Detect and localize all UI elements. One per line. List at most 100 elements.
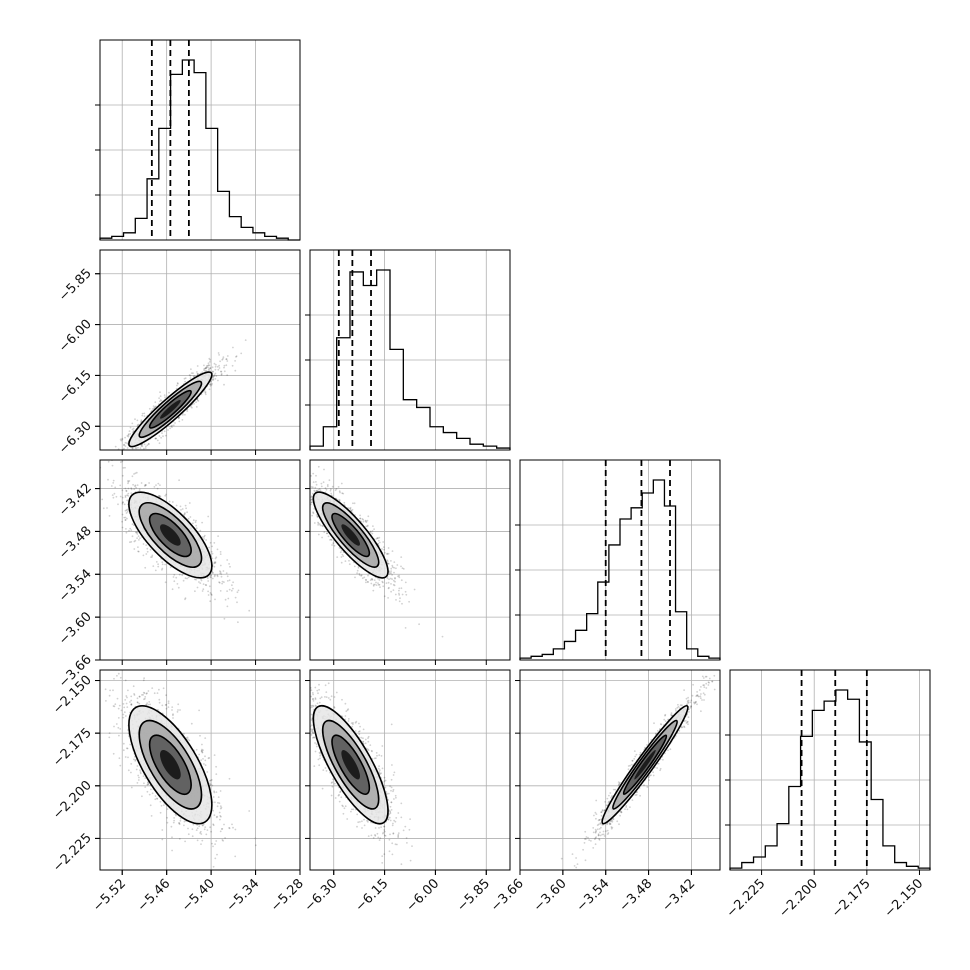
scatter-point (177, 586, 180, 589)
scatter-point (184, 504, 187, 507)
scatter-point (226, 355, 229, 357)
scatter-point (142, 691, 145, 694)
scatter-point (378, 536, 381, 539)
scatter-point (210, 576, 212, 579)
scatter-point (151, 792, 154, 795)
scatter-point (313, 508, 316, 510)
scatter-point (310, 495, 313, 498)
scatter-point (86, 469, 88, 471)
scatter-point (117, 707, 120, 710)
scatter-point (215, 363, 217, 366)
scatter-point (221, 580, 224, 583)
scatter-point (303, 473, 305, 475)
scatter-point (130, 763, 133, 765)
scatter-point (123, 503, 126, 506)
scatter-point (218, 354, 221, 356)
scatter-point (133, 473, 135, 475)
scatter-point (377, 583, 380, 586)
scatter-point (125, 490, 128, 493)
scatter-point (133, 548, 136, 550)
scatter-point (224, 598, 227, 601)
scatter-point (148, 793, 151, 796)
scatter-point (143, 412, 146, 415)
scatter-point (173, 580, 176, 583)
scatter-point (135, 447, 138, 450)
scatter-point (208, 357, 211, 360)
scatter-point (119, 495, 122, 498)
scatter-point (141, 445, 144, 447)
scatter-point (131, 535, 134, 538)
scatter-point (310, 486, 313, 488)
scatter-point (371, 530, 374, 532)
scatter-point (382, 581, 384, 584)
scatter-point (117, 717, 120, 719)
scatter-point (152, 565, 155, 567)
scatter-point (387, 562, 390, 565)
scatter-point (151, 554, 154, 557)
scatter-point (398, 600, 401, 603)
scatter-point (395, 567, 397, 570)
scatter-point (337, 486, 340, 488)
scatter-point (193, 375, 196, 378)
scatter-point (219, 564, 222, 567)
scatter-point (203, 535, 206, 538)
scatter-point (183, 377, 186, 380)
scatter-point (194, 590, 196, 593)
scatter-point (338, 498, 341, 501)
scatter-point (124, 699, 127, 701)
contour-line-0 (312, 491, 389, 579)
scatter-point (139, 447, 142, 450)
scatter-point (236, 601, 238, 604)
scatter-point (217, 535, 220, 537)
scatter-point (377, 582, 379, 584)
scatter-point (125, 489, 128, 492)
scatter-point (124, 756, 127, 758)
scatter-point (163, 394, 166, 396)
scatter-point (388, 571, 391, 574)
scatter-point (327, 535, 330, 538)
scatter-point (214, 378, 217, 380)
scatter-point (126, 517, 128, 520)
scatter-panel-3-0 (95, 669, 301, 875)
scatter-point (155, 437, 158, 440)
scatter-point (178, 838, 181, 840)
scatter-point (211, 577, 214, 580)
scatter-point (167, 700, 170, 703)
scatter-point (197, 400, 200, 402)
scatter-point (379, 586, 381, 588)
scatter-point (130, 786, 133, 789)
scatter-point (218, 802, 221, 805)
scatter-point (388, 586, 390, 589)
scatter-point (210, 574, 213, 577)
scatter-point (121, 437, 124, 440)
scatter-point (187, 827, 189, 830)
scatter-point (132, 483, 135, 486)
scatter-point (214, 557, 217, 560)
scatter-point (340, 556, 343, 558)
scatter-point (220, 573, 223, 575)
scatter-point (349, 506, 352, 509)
scatter-point (310, 501, 313, 504)
scatter-point (120, 439, 123, 442)
scatter-point (195, 748, 198, 751)
scatter-point (183, 820, 186, 823)
scatter-point (178, 479, 181, 482)
scatter-point (156, 487, 159, 490)
scatter-point (198, 753, 201, 756)
scatter-point (219, 360, 222, 363)
scatter-point (319, 524, 322, 527)
scatter-point (124, 487, 127, 490)
scatter-point (164, 563, 167, 566)
scatter-point (154, 569, 157, 572)
scatter-point (220, 373, 223, 375)
scatter-point (315, 481, 317, 483)
contour-line-1 (138, 502, 203, 568)
scatter-point (386, 560, 389, 562)
scatter-point (218, 581, 221, 584)
scatter-point (219, 572, 222, 575)
scatter-point (349, 507, 352, 510)
scatter-point (124, 496, 127, 498)
scatter-point (151, 556, 154, 558)
scatter-point (122, 501, 124, 503)
scatter-point (108, 694, 111, 697)
